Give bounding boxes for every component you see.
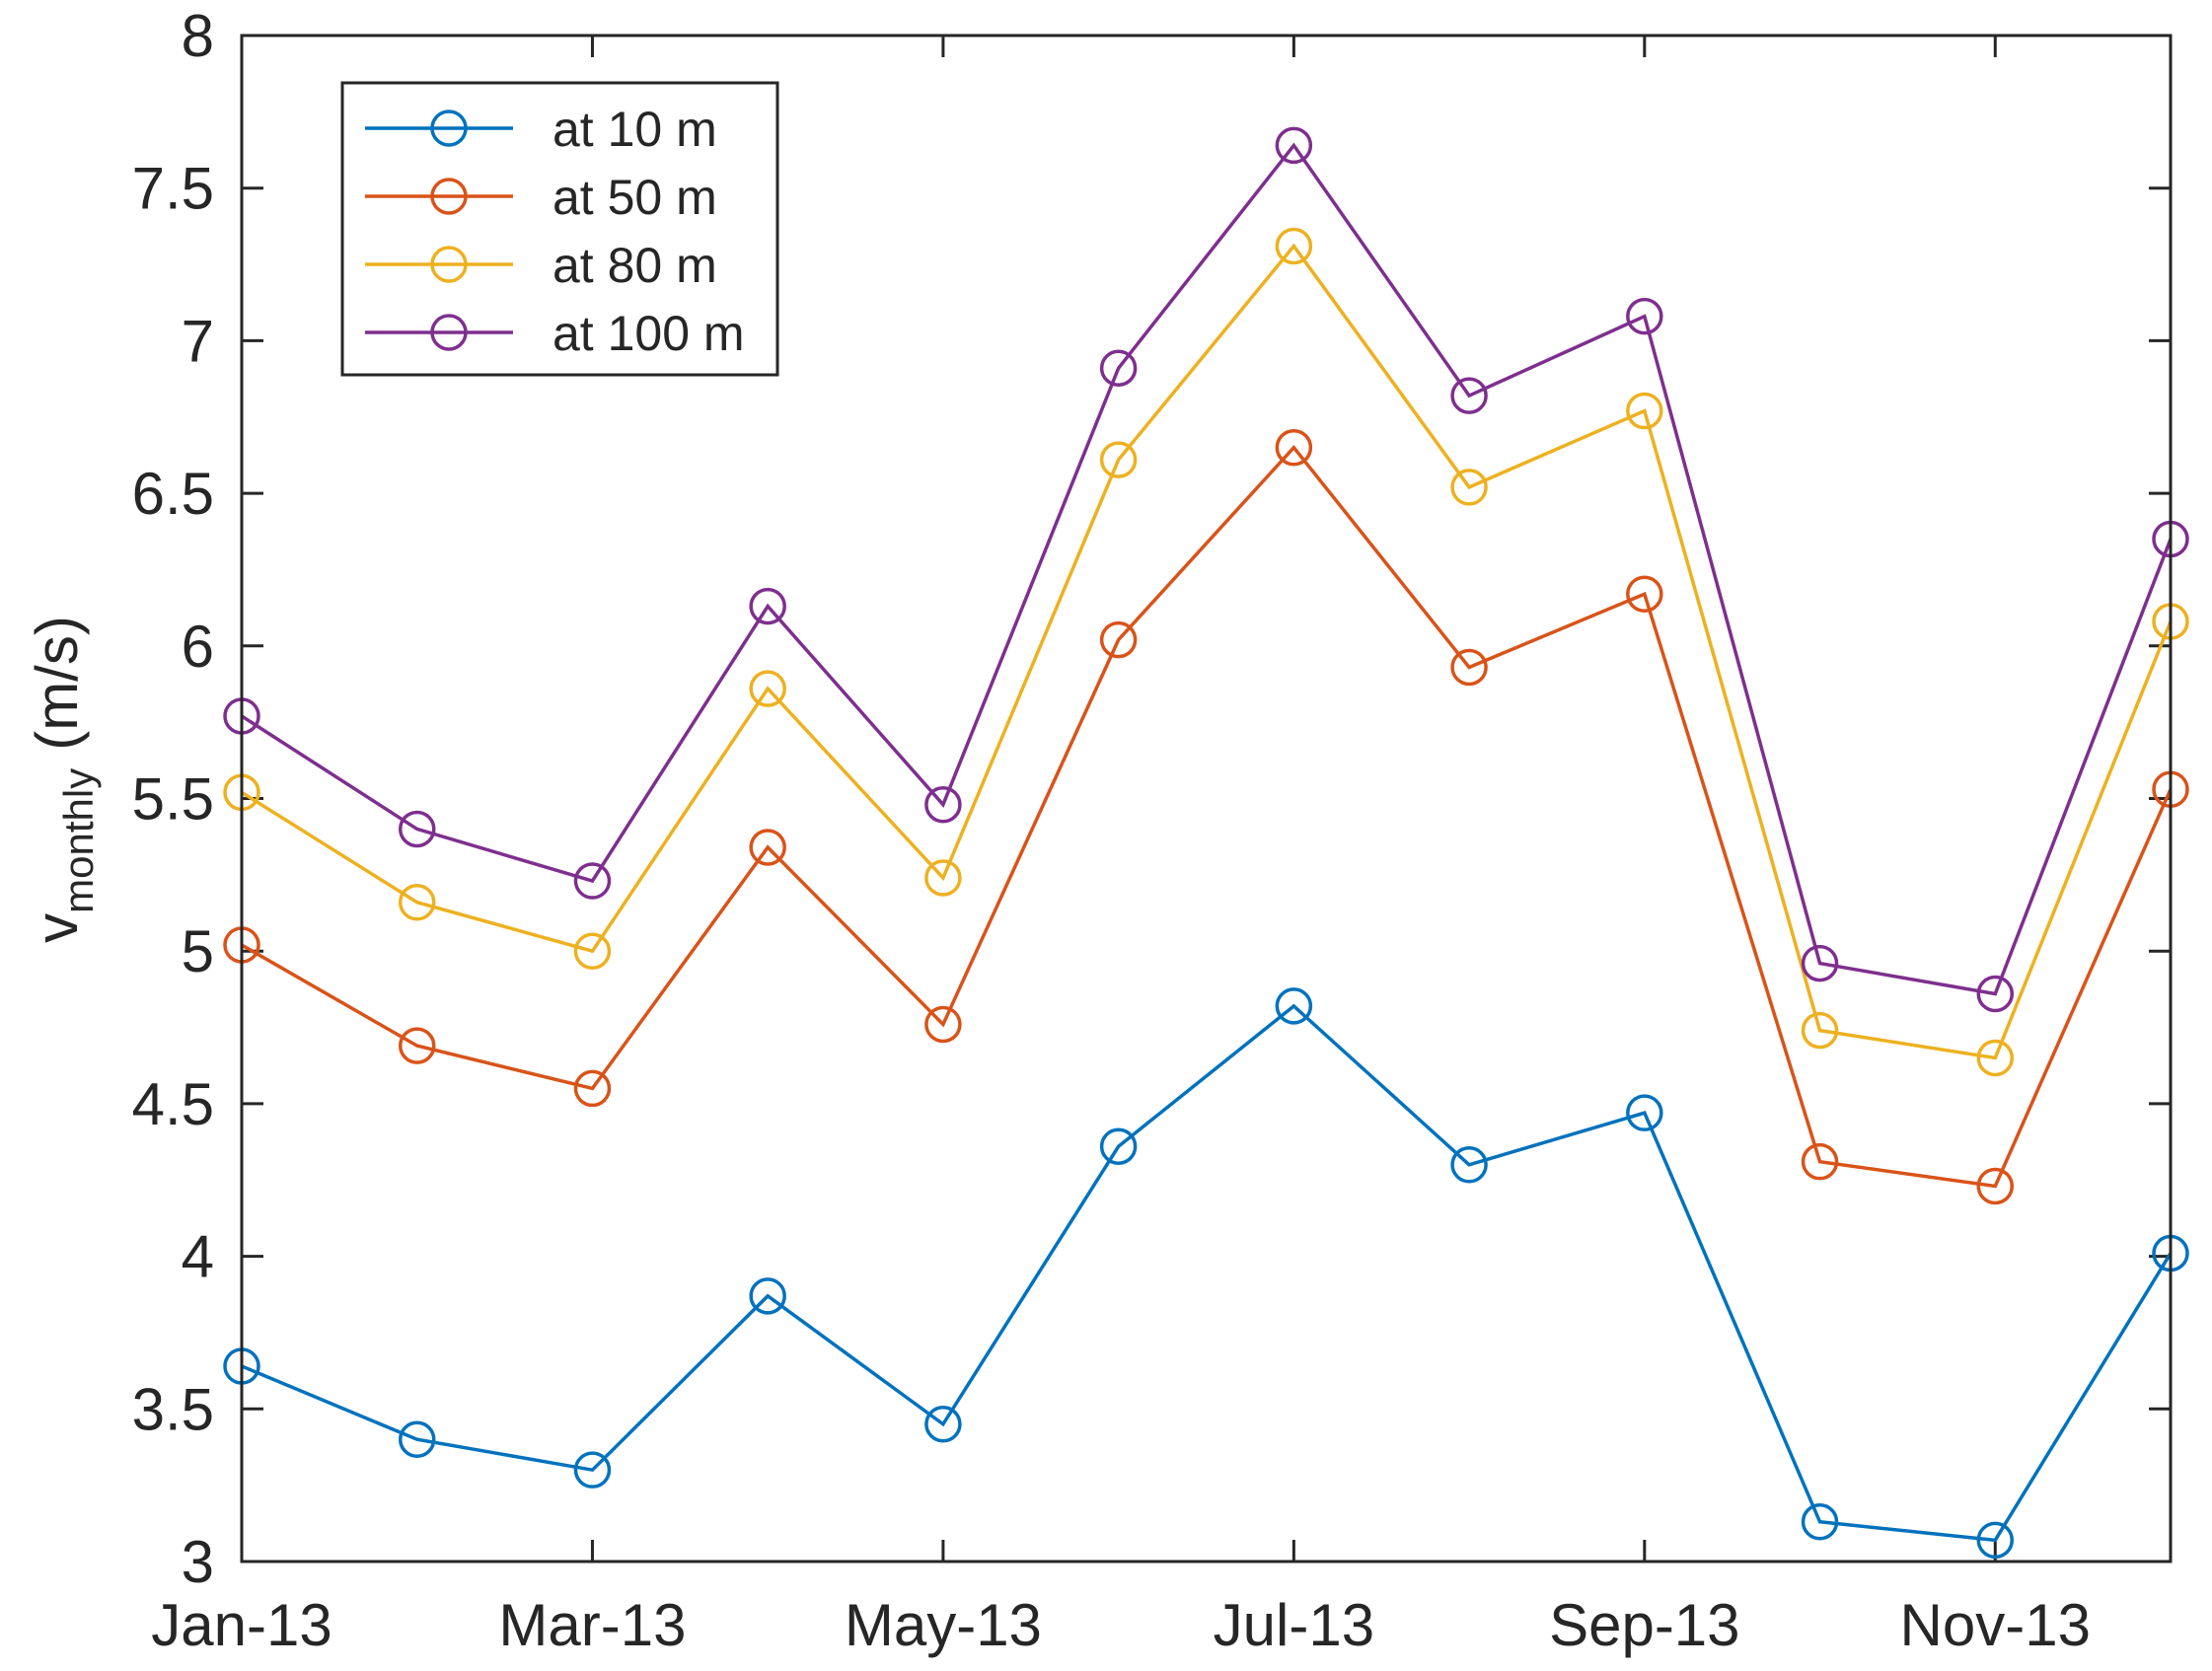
x-tick-label: Jul-13 <box>1214 1592 1374 1658</box>
legend-marker <box>430 246 468 283</box>
y-tick-label: 4.5 <box>132 1071 214 1137</box>
data-point <box>573 1451 612 1489</box>
data-point <box>1976 975 2015 1013</box>
x-tick-labels: Jan-13 Mar-13 May-13 Jul-13 Sep-13 Nov-13 <box>151 1592 2091 1658</box>
data-point <box>1976 1521 2015 1560</box>
series-at-100-m <box>223 126 2189 1013</box>
x-tick-label: Nov-13 <box>1900 1592 2091 1658</box>
legend-entry: at 10 m <box>365 102 717 157</box>
data-point <box>749 1277 786 1315</box>
y-tick-labels: 3 3.5 4 4.5 5 5.5 6 6.5 7 7.5 8 <box>132 3 214 1595</box>
y-tick-label: 4 <box>182 1224 214 1290</box>
data-point <box>1450 377 1488 414</box>
data-point <box>1275 227 1313 265</box>
legend-label: at 50 m <box>553 170 717 225</box>
y-tick-label: 7.5 <box>132 156 214 222</box>
data-point <box>398 883 436 921</box>
data-point <box>573 1069 612 1108</box>
x-tick-label: Mar-13 <box>498 1592 686 1658</box>
data-point <box>1275 126 1313 165</box>
data-point <box>1450 1146 1488 1184</box>
y-axis-label-unit: (m/s) <box>24 616 90 751</box>
y-axis-label-subscript: monthly <box>55 768 102 913</box>
data-point <box>1626 297 1663 335</box>
data-point <box>1976 1167 2015 1205</box>
data-point <box>1275 428 1313 467</box>
data-point <box>1099 620 1138 659</box>
series-line <box>241 444 2173 1189</box>
series-line <box>241 243 2173 1060</box>
y-tick-label: 5 <box>182 918 214 984</box>
data-point <box>573 932 612 970</box>
series-at-10-m <box>223 987 2189 1560</box>
legend-label: at 10 m <box>553 102 717 157</box>
legend-label: at 80 m <box>553 238 717 293</box>
y-axis-label-main: v <box>24 913 90 943</box>
data-point <box>398 1420 436 1458</box>
legend-marker <box>430 109 468 147</box>
data-point <box>1450 648 1488 687</box>
data-point <box>398 810 436 848</box>
y-tick-label: 5.5 <box>132 766 214 833</box>
x-tick-label: May-13 <box>845 1592 1042 1658</box>
data-point <box>1099 1127 1138 1165</box>
data-point <box>1275 987 1313 1025</box>
data-point <box>749 670 786 707</box>
data-point <box>749 829 786 866</box>
data-point <box>1626 575 1663 613</box>
data-point <box>398 1027 436 1064</box>
y-tick-label: 6 <box>182 614 214 680</box>
x-tick-label: Sep-13 <box>1549 1592 1739 1658</box>
series-layer <box>223 126 2189 1560</box>
data-point <box>1626 392 1663 430</box>
data-point <box>924 1406 962 1443</box>
data-point <box>924 859 962 897</box>
data-point <box>1099 349 1138 387</box>
data-point <box>1801 1011 1839 1050</box>
data-point <box>1099 441 1138 478</box>
legend-entry: at 50 m <box>365 170 717 225</box>
series-line <box>241 1003 2173 1543</box>
data-point <box>1450 469 1488 506</box>
legend-entry: at 80 m <box>365 238 717 293</box>
data-point <box>749 587 786 625</box>
legend: at 10 m at 50 m at 80 m at 100 m <box>340 81 779 377</box>
legend-label: at 100 m <box>553 306 745 361</box>
y-tick-label: 7 <box>182 308 214 374</box>
y-axis-label: vmonthly (m/s) <box>24 616 102 943</box>
legend-marker <box>430 178 468 215</box>
data-point <box>1976 1039 2015 1077</box>
y-tick-label: 6.5 <box>132 461 214 527</box>
legend-marker <box>430 314 468 351</box>
data-point <box>924 1005 962 1044</box>
y-tick-label: 3.5 <box>132 1376 214 1442</box>
data-point <box>1626 1094 1663 1131</box>
data-point <box>1801 1503 1839 1541</box>
series-at-50-m <box>223 428 2189 1205</box>
data-point <box>573 862 612 900</box>
data-point <box>1801 1142 1839 1181</box>
legend-entry: at 100 m <box>365 306 745 361</box>
series-line <box>241 142 2173 996</box>
x-tick-label: Jan-13 <box>151 1592 332 1658</box>
legend-box <box>340 81 779 377</box>
data-point <box>1801 944 1839 982</box>
y-tick-label: 3 <box>182 1529 214 1595</box>
y-tick-label: 8 <box>182 3 214 69</box>
data-point <box>924 785 962 824</box>
plot-frame <box>240 34 2173 1563</box>
